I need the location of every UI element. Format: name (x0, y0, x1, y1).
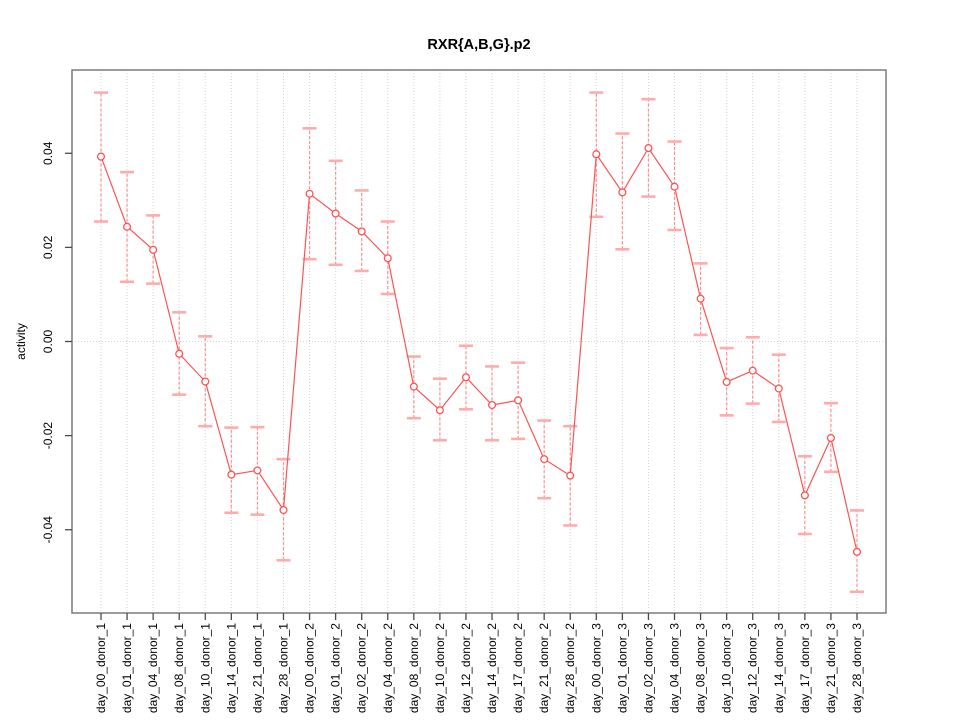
data-point-marker (409, 382, 418, 391)
x-tick-label: day_01_donor_3 (615, 623, 629, 713)
data-point-marker (670, 182, 679, 191)
data-point-marker (123, 222, 132, 231)
y-tick-label: -0.02 (41, 422, 55, 450)
data-point-marker (540, 455, 549, 464)
x-tick-label: day_10_donor_1 (198, 623, 212, 713)
x-tick-label: day_08_donor_1 (172, 623, 186, 713)
error-bars (94, 91, 864, 594)
x-tick-label: day_21_donor_3 (824, 623, 838, 713)
x-tick-label: day_14_donor_2 (485, 623, 499, 713)
data-point-marker (644, 144, 653, 153)
x-tick-label: day_00_donor_2 (303, 623, 317, 713)
data-point-marker (383, 254, 392, 263)
data-point-marker (96, 152, 106, 161)
x-tick-label: day_28_donor_3 (850, 623, 864, 713)
data-point-marker (279, 505, 288, 515)
data-point-marker (253, 466, 262, 475)
x-tick-label: day_17_donor_3 (798, 623, 812, 713)
x-tick-label: day_00_donor_3 (589, 623, 603, 713)
y-tick-label: 0.00 (41, 329, 55, 353)
data-point-marker (357, 227, 366, 236)
data-point-marker (461, 373, 471, 382)
series-line (100, 146, 858, 552)
data-point-marker (514, 396, 523, 405)
data-point-marker (201, 377, 210, 386)
x-tick-label: day_12_donor_3 (746, 623, 760, 713)
data-point-marker (592, 150, 601, 159)
x-tick-label: day_08_donor_2 (407, 623, 421, 713)
x-tick-label: day_17_donor_2 (511, 623, 525, 713)
data-points (96, 144, 862, 556)
x-tick-label: day_01_donor_1 (120, 623, 134, 713)
x-tick-label: day_04_donor_3 (668, 623, 682, 713)
x-tick-label: day_10_donor_2 (433, 623, 447, 713)
data-point-marker (774, 384, 783, 393)
data-point-marker (175, 349, 184, 358)
y-axis-label: activity (14, 323, 28, 360)
data-point-marker (722, 377, 731, 387)
y-tick-label: 0.02 (41, 235, 55, 259)
x-tick-label: day_04_donor_1 (146, 623, 160, 713)
x-tick-label: day_14_donor_1 (224, 623, 238, 713)
data-point-marker (305, 189, 314, 198)
y-tick-label: -0.04 (41, 516, 55, 544)
x-tick-label: day_21_donor_1 (250, 623, 264, 713)
data-point-marker (149, 245, 158, 254)
data-point-marker (227, 470, 236, 479)
x-tick-label: day_12_donor_2 (459, 623, 473, 713)
data-point-marker (566, 471, 575, 480)
data-point-marker (696, 294, 705, 303)
grid-lines (72, 70, 886, 613)
data-point-marker (800, 491, 809, 500)
x-tick-label: day_04_donor_2 (381, 623, 395, 713)
chart-title: RXR{A,B,G}.p2 (427, 37, 530, 53)
series-polyline (100, 146, 858, 552)
data-point-marker (618, 188, 627, 197)
x-tick-label: day_21_donor_2 (537, 623, 551, 713)
data-point-marker (826, 433, 835, 443)
data-point-marker (331, 209, 340, 218)
x-tick-label: day_08_donor_3 (694, 623, 708, 713)
x-tick-label: day_28_donor_1 (276, 623, 290, 713)
x-tick-label: day_02_donor_2 (355, 623, 369, 713)
data-point-marker (852, 547, 862, 556)
y-tick-label: 0.04 (41, 141, 55, 165)
data-point-marker (487, 400, 497, 410)
x-tick-label: day_28_donor_2 (563, 623, 577, 713)
x-tick-label: day_10_donor_3 (720, 623, 734, 713)
x-tick-label: day_02_donor_3 (641, 623, 655, 713)
x-tick-label: day_01_donor_2 (329, 623, 343, 713)
plot-box (71, 69, 887, 614)
data-point-marker (435, 406, 444, 415)
data-point-marker (748, 366, 757, 375)
x-tick-label: day_14_donor_3 (772, 623, 786, 713)
x-tick-label: day_00_donor_1 (94, 623, 108, 713)
tick-labels: -0.04 -0.02 0.00 0.02 0.04 day_00_donor_1 day_… (41, 141, 864, 713)
axes (65, 69, 887, 620)
